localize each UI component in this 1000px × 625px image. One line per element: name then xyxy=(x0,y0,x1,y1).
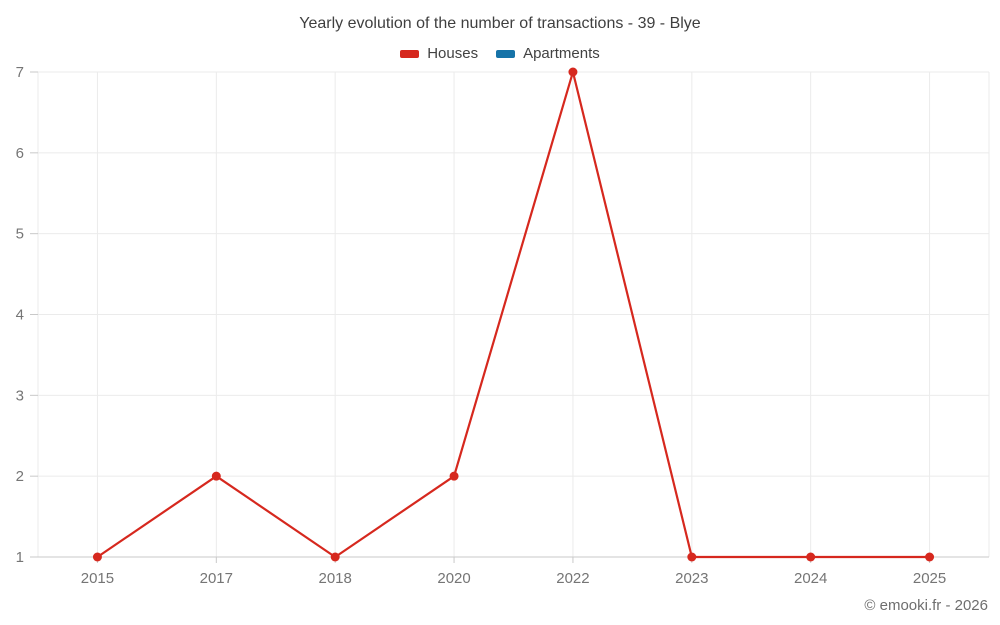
data-point-houses-2017[interactable] xyxy=(211,471,221,481)
data-point-houses-2020[interactable] xyxy=(449,471,459,481)
data-point-houses-2015[interactable] xyxy=(92,552,102,562)
data-point-houses-2018[interactable] xyxy=(330,552,340,562)
legend-label-apartments: Apartments xyxy=(523,45,600,62)
x-axis-tick-label: 2023 xyxy=(675,570,708,587)
data-point-houses-2023[interactable] xyxy=(687,552,697,562)
x-axis-tick-label: 2020 xyxy=(437,570,470,587)
y-axis-tick-label: 3 xyxy=(16,387,24,404)
x-axis-tick-label: 2024 xyxy=(794,570,827,587)
x-axis-tick-label: 2017 xyxy=(200,570,233,587)
y-axis-tick-label: 1 xyxy=(16,549,24,566)
houses-swatch-icon xyxy=(400,49,420,58)
legend-item-houses[interactable]: Houses xyxy=(400,45,478,62)
y-axis-tick-label: 7 xyxy=(16,64,24,81)
series-line-houses xyxy=(96,70,931,559)
x-axis-tick-label: 2015 xyxy=(81,570,114,587)
x-axis-tick-label: 2018 xyxy=(319,570,352,587)
legend: Houses Apartments xyxy=(0,45,1000,62)
y-axis-tick-label: 4 xyxy=(16,307,24,324)
legend-item-apartments[interactable]: Apartments xyxy=(496,45,600,62)
y-axis-tick-label: 5 xyxy=(16,226,24,243)
data-point-houses-2025[interactable] xyxy=(925,552,935,562)
copyright-footer: © emooki.fr - 2026 xyxy=(864,597,988,614)
x-axis-tick-label: 2022 xyxy=(556,570,589,587)
x-axis-tick-label: 2025 xyxy=(913,570,946,587)
legend-label-houses: Houses xyxy=(427,45,479,62)
chart-title: Yearly evolution of the number of transa… xyxy=(299,15,701,32)
apartments-swatch-icon xyxy=(496,49,516,58)
data-point-houses-2024[interactable] xyxy=(806,552,816,562)
data-point-houses-2022[interactable] xyxy=(568,67,578,77)
y-axis-tick-label: 2 xyxy=(16,468,24,485)
y-axis-tick-label: 6 xyxy=(16,145,24,162)
